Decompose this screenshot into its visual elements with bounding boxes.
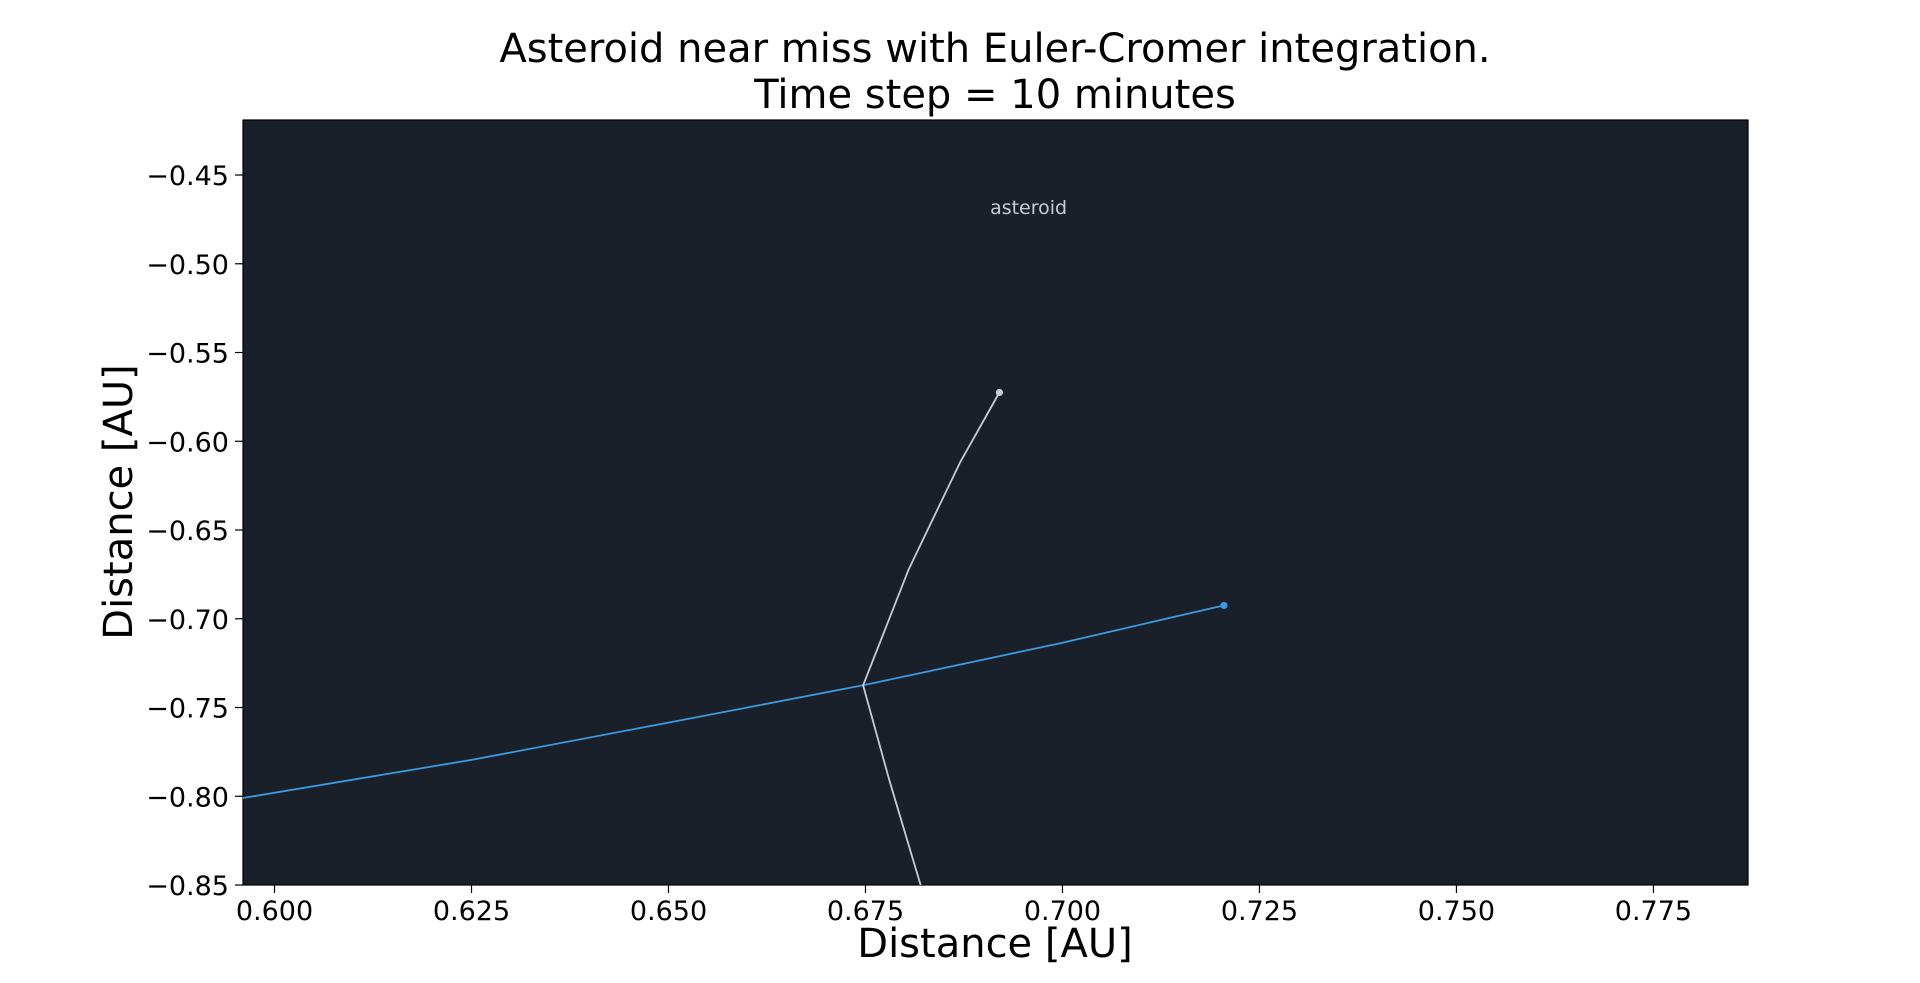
x-tick-label: 0.675 — [827, 896, 904, 927]
x-tick-label: 0.700 — [1024, 896, 1101, 927]
x-axis-label: Distance [AU] — [857, 921, 1132, 967]
y-axis: −0.45 −0.50 −0.55 −0.60 −0.65 −0.70 −0.75 −0.80… — [146, 161, 243, 902]
y-tick-label: −0.60 — [146, 427, 229, 458]
y-tick-label: −0.80 — [146, 782, 229, 813]
annotation-label: asteroid — [990, 197, 1067, 219]
x-tick-label: 0.600 — [236, 896, 313, 927]
y-tick-label: −0.85 — [146, 871, 229, 902]
x-tick-label: 0.650 — [630, 896, 707, 927]
x-tick-label: 0.725 — [1221, 896, 1298, 927]
x-tick-label: 0.625 — [433, 896, 510, 927]
x-axis: 0.600 0.625 0.650 0.675 0.700 0.725 0.750 0.775 — [236, 885, 1692, 927]
y-tick-label: −0.75 — [146, 694, 229, 725]
y-tick-label: −0.45 — [146, 161, 229, 192]
y-tick-label: −0.55 — [146, 339, 229, 370]
annotation-layer: asteroid — [990, 197, 1067, 219]
y-tick-label: −0.65 — [146, 516, 229, 547]
series-line-0 — [242, 604, 1225, 799]
y-tick-label: −0.70 — [146, 605, 229, 636]
series-layer — [242, 388, 1228, 886]
chart-title: Asteroid near miss with Euler-Cromer int… — [499, 26, 1490, 72]
chart-subtitle: Time step = 10 minutes — [753, 72, 1236, 118]
plot-area — [242, 119, 1749, 886]
x-tick-label: 0.750 — [1418, 896, 1495, 927]
y-axis-label: Distance [AU] — [96, 364, 142, 639]
series-end-marker-0 — [1220, 601, 1228, 610]
y-tick-label: −0.50 — [146, 250, 229, 281]
series-end-marker-1 — [995, 388, 1004, 397]
x-tick-label: 0.775 — [1615, 896, 1692, 927]
series-line-1 — [862, 392, 1001, 886]
